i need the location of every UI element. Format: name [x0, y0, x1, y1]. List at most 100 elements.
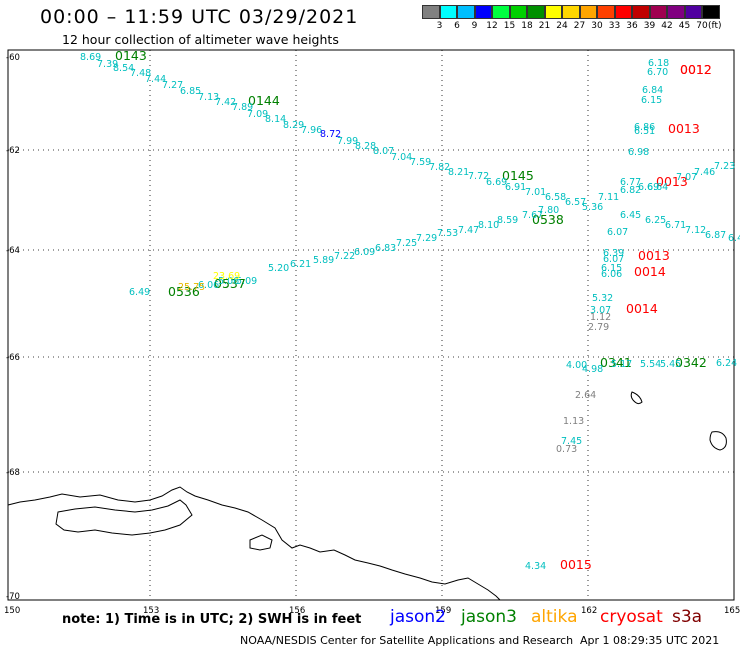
- wave-height-reading: 6.15: [641, 95, 662, 106]
- wave-height-reading: 7.53: [437, 228, 458, 239]
- wave-height-reading: 5.89: [313, 255, 334, 266]
- scale-color-box: [667, 5, 685, 19]
- wave-height-reading: 6.84: [642, 85, 663, 96]
- pass-id-label: 0014: [626, 301, 658, 316]
- wave-height-reading: 7.72: [468, 171, 489, 182]
- scale-label: 21: [538, 21, 551, 31]
- wave-height-reading: 7.07: [676, 172, 697, 183]
- lon-label: 159: [435, 606, 451, 616]
- wave-height-reading: 7.89: [232, 102, 253, 113]
- scale-label: 33: [608, 21, 621, 31]
- wave-height-reading: 4.34: [525, 561, 546, 572]
- pass-id-label: 0014: [634, 264, 666, 279]
- scale-color-box: [422, 5, 440, 19]
- wave-height-reading: 7.12: [685, 225, 706, 236]
- scale-color-box: [492, 5, 510, 19]
- wave-height-reading: 4.00: [566, 360, 587, 371]
- wave-height-reading: 7.39: [97, 59, 118, 70]
- scale-color-box: [527, 5, 545, 19]
- wave-height-reading: 5.20: [268, 263, 289, 274]
- pass-id-label: 0537: [214, 276, 246, 291]
- wave-height-reading: 6.51: [634, 126, 655, 137]
- wave-height-reading: 5.36: [582, 202, 603, 213]
- scale-label: 45: [678, 21, 691, 31]
- wave-height-reading: 23.69: [213, 271, 240, 282]
- lon-label: 156: [289, 606, 305, 616]
- wave-height-reading: 7.11: [598, 192, 619, 203]
- wave-height-reading: 6.83: [375, 243, 396, 254]
- wave-height-reading: 8.29: [283, 120, 304, 131]
- wave-height-reading: 7.23: [714, 161, 735, 172]
- scale-label: (ft): [707, 21, 722, 31]
- scale-color-box: [579, 5, 597, 19]
- scale-label: 42: [661, 21, 673, 31]
- scale-label: 9: [471, 21, 478, 31]
- lon-label: 153: [143, 606, 159, 616]
- wave-height-reading: 6.69: [638, 182, 659, 193]
- wave-height-reading: 6.15: [601, 263, 622, 274]
- scale-label: 24: [556, 21, 568, 31]
- wave-height-reading: 7.29: [416, 233, 437, 244]
- lon-axis-labels: 150 153 156 159 162 165: [4, 606, 740, 616]
- wave-height-reading: 8.59: [497, 215, 518, 226]
- mission-altika-label: altika: [531, 607, 578, 627]
- scale-label: 70: [696, 21, 708, 31]
- lat-axis-labels: -60 -62 -64 -66 -68 -70: [6, 53, 20, 602]
- lon-label: 150: [4, 606, 20, 616]
- scale-label: 15: [503, 21, 516, 31]
- color-scale-legend: 3 6 9 12 15 18 21 24 27 30 33 36 39 42 45 70 (ft): [422, 5, 722, 33]
- lon-label: 165: [724, 606, 740, 616]
- coastline: [7, 391, 727, 601]
- footnote: note: 1) Time is in UTC; 2) SWH is in fe…: [62, 612, 362, 627]
- scale-color-box: [544, 5, 562, 19]
- wave-height-reading: 7.59: [410, 157, 431, 168]
- scale-color-box: [702, 5, 720, 19]
- lat-label: -60: [6, 53, 20, 63]
- wave-height-reading: 7.04: [391, 152, 412, 163]
- color-scale-labels: 3 6 9 12 15 18 21 24 27 30 33 36 39 42 45 70 (ft): [422, 19, 722, 33]
- wave-height-reading: 6.39: [603, 248, 624, 259]
- scale-label: 12: [486, 21, 498, 31]
- wave-height-reading: 5.06: [218, 276, 239, 287]
- lon-gridlines: [149, 50, 589, 600]
- wave-height-reading: 6.69: [486, 177, 507, 188]
- scale-label: 36: [626, 21, 638, 31]
- wave-height-reading: 7.82: [429, 162, 450, 173]
- wave-height-reading: 7.09: [247, 109, 268, 120]
- wave-height-reading: 8.07: [373, 146, 394, 157]
- wave-height-reading: 6.07: [603, 254, 624, 265]
- readings-layer: 8.697.398.547.487.447.276.857.137.427.89…: [80, 52, 740, 572]
- pass-id-label: 0143: [115, 48, 147, 63]
- wave-height-reading: 6.07: [607, 227, 628, 238]
- scale-label: 27: [573, 21, 586, 31]
- wave-height-reading: 6.77: [620, 177, 641, 188]
- scale-color-box: [509, 5, 527, 19]
- pass-id-label: 0013: [656, 174, 688, 189]
- wave-height-reading: 6.82: [620, 185, 641, 196]
- pass-id-label: 0342: [675, 355, 707, 370]
- pass-id-label: 0145: [502, 168, 534, 183]
- scale-label: 3: [436, 21, 443, 31]
- mission-jason3-label: jason3: [461, 607, 517, 627]
- pass-id-label: 0144: [248, 93, 280, 108]
- scale-label: 6: [454, 21, 460, 31]
- wave-height-reading: 7.67: [522, 210, 543, 221]
- wave-height-reading: 3.07: [590, 305, 611, 316]
- lat-label: -64: [6, 246, 20, 256]
- map-subtitle: 12 hour collection of altimeter wave hei…: [62, 32, 339, 47]
- wave-height-reading: 7.99: [337, 136, 358, 147]
- lat-label: -62: [6, 146, 20, 156]
- lat-label: -70: [6, 592, 20, 602]
- map-title: 00:00 – 11:59 UTC 03/29/2021: [40, 6, 359, 28]
- scale-color-box: [457, 5, 475, 19]
- wave-height-reading: 5.09: [236, 276, 257, 287]
- wave-height-reading: 1.13: [563, 416, 584, 427]
- wave-height-reading: 6.71: [665, 220, 686, 231]
- wave-height-reading: 4.98: [582, 364, 603, 375]
- wave-height-reading: 7.42: [215, 97, 236, 108]
- wave-height-reading: 8.69: [80, 52, 101, 63]
- wave-height-reading: 6.70: [647, 67, 668, 78]
- wave-height-reading: 8.14: [265, 114, 286, 125]
